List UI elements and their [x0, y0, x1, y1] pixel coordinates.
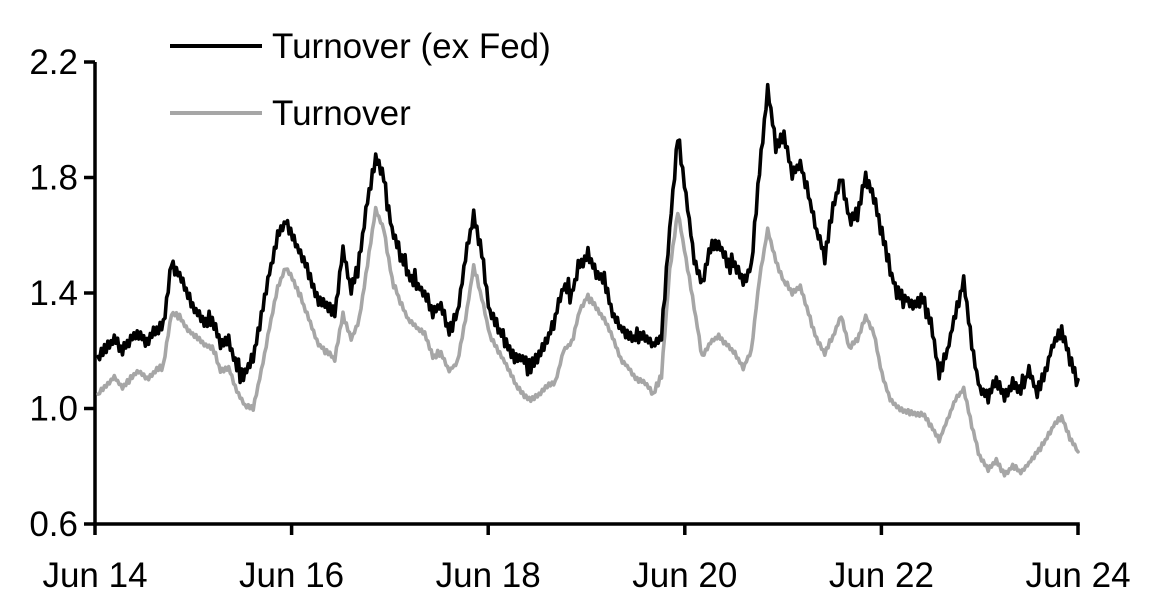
x-axis-tick-label: Jun 18 [436, 556, 541, 595]
x-axis-tick-label: Jun 16 [239, 556, 344, 595]
x-axis-tick-label: Jun 14 [42, 556, 147, 595]
x-axis-tick-label: Jun 22 [829, 556, 934, 595]
series-line-turnover [96, 205, 1080, 478]
y-axis-tick-label: 1.4 [29, 274, 78, 313]
legend-line-sample-black [170, 44, 262, 48]
legend-line-sample-gray [170, 111, 262, 115]
x-axis-tick-label: Jun 20 [632, 556, 737, 595]
y-axis-tick-label: 2.2 [29, 43, 78, 82]
legend-item-turnover-ex-fed: Turnover (ex Fed) [170, 28, 551, 64]
y-axis-tick-label: 1.0 [29, 390, 78, 429]
legend-label-turnover-ex-fed: Turnover (ex Fed) [272, 26, 551, 66]
legend-item-turnover: Turnover [170, 95, 411, 131]
series-line-turnover-ex-fed [96, 82, 1080, 405]
y-axis-tick-label: 0.6 [29, 505, 78, 544]
x-axis-tick-label: Jun 24 [1025, 556, 1130, 595]
y-axis-tick-label: 1.8 [29, 159, 78, 198]
legend-label-turnover: Turnover [272, 93, 411, 133]
